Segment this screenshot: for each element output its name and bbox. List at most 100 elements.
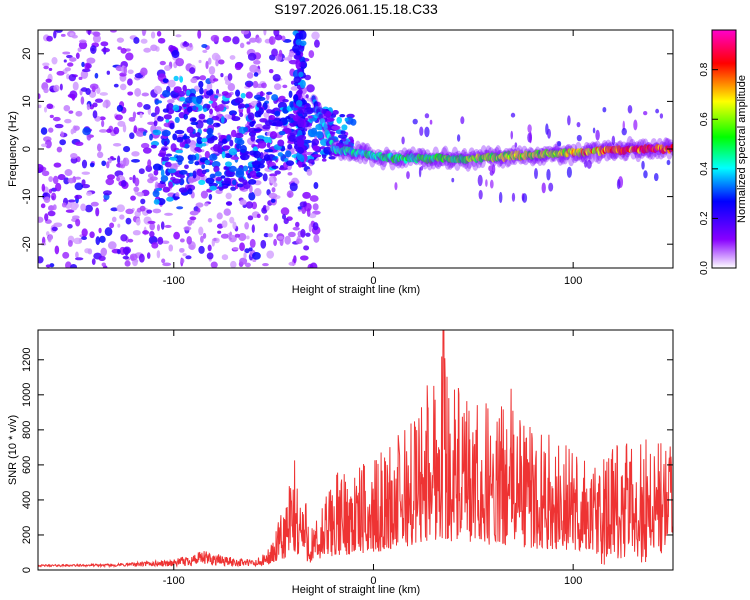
- spectrogram-blob: [295, 221, 300, 228]
- spectrogram-blob: [168, 181, 173, 189]
- spectrogram-blob: [246, 41, 251, 45]
- spectrogram-blob: [98, 129, 108, 133]
- spectrogram-blob: [81, 171, 91, 175]
- spectrogram-blob: [157, 37, 166, 44]
- spectrogram-blob: [332, 109, 339, 115]
- spectrogram-blob: [43, 196, 51, 203]
- spectrogram-blob: [242, 165, 249, 172]
- spectrogram-blob: [59, 139, 66, 146]
- spectrogram-blob: [133, 186, 140, 192]
- spectrogram-blob: [60, 131, 64, 138]
- y-tick-label: 200: [21, 526, 33, 544]
- spectrogram-blob: [266, 109, 273, 114]
- spectrogram-blob: [236, 139, 245, 146]
- spectrogram-blob: [81, 236, 87, 241]
- spectrogram-blob: [139, 205, 146, 212]
- spectrogram-blob: [253, 72, 259, 77]
- spectrogram-blob: [162, 262, 172, 267]
- spectrogram-blob: [224, 161, 232, 167]
- spectrogram-blob: [72, 215, 80, 220]
- spectrogram-blob: [259, 91, 264, 97]
- snr-plot-area: [38, 330, 673, 569]
- y-tick-label: 0: [21, 567, 33, 573]
- spectrogram-blob: [268, 192, 278, 199]
- spectrogram-blob: [510, 130, 514, 140]
- spectrogram-blob: [312, 222, 319, 231]
- spectrogram-blob: [147, 159, 152, 168]
- spectrogram-blob: [67, 223, 73, 229]
- spectrogram-blob: [63, 177, 70, 185]
- spectrogram-blob: [146, 252, 151, 259]
- spectrogram-blob: [201, 142, 207, 147]
- spectrogram-blob: [54, 245, 60, 255]
- x-tick-label: -100: [163, 275, 185, 287]
- spectrogram-blob: [175, 57, 185, 67]
- spectrogram-blob: [150, 31, 156, 39]
- spectrogram-blob: [308, 213, 317, 219]
- spectrogram-blob: [68, 74, 77, 82]
- spectrogram-blob: [271, 187, 276, 193]
- spectrogram-blob: [176, 206, 184, 210]
- spectrogram-blob: [189, 178, 198, 183]
- spectrogram-blob: [176, 136, 184, 143]
- spectrogram-blob: [194, 161, 200, 166]
- spectrogram-blob: [157, 116, 164, 122]
- spectrogram-blob: [239, 257, 248, 265]
- spectrogram-blob: [266, 91, 273, 95]
- spectrogram-blob: [196, 148, 202, 153]
- spectrogram-blob: [244, 221, 250, 230]
- spectrogram-blob: [229, 139, 234, 147]
- spectrogram-blob: [249, 238, 256, 248]
- spectrogram-blob: [270, 198, 276, 203]
- spectrogram-blob: [92, 34, 101, 43]
- spectrogram-blob: [150, 144, 157, 149]
- spectrogram-blob: [253, 187, 262, 197]
- spectrogram-blob: [248, 179, 257, 185]
- spectrogram-blob: [198, 113, 206, 120]
- y-tick-label: 400: [21, 491, 33, 509]
- spectrogram-blob: [253, 81, 258, 87]
- spectrogram-blob: [161, 129, 171, 137]
- spectrogram-blob: [529, 131, 532, 144]
- spectrogram-blob: [40, 203, 46, 209]
- spectrogram-blob: [584, 160, 588, 168]
- spectrogram-blob: [201, 137, 208, 143]
- spectrogram-blob: [164, 161, 172, 168]
- spectrogram-blob: [305, 94, 309, 99]
- spectrogram-blob: [265, 205, 270, 211]
- colorbar-ticks: 0.0 0.2 0.4 0.6 0.8: [699, 62, 718, 275]
- spectrogram-blob: [150, 44, 158, 52]
- y-tick-label: -20: [21, 236, 33, 252]
- spectrogram-blob: [304, 74, 312, 81]
- spectrogram-blob: [282, 57, 292, 61]
- spectrogram-blob: [311, 31, 320, 40]
- spectrogram-blob: [302, 191, 311, 199]
- spectrogram-blob: [170, 143, 177, 152]
- spectrogram-blob: [260, 239, 267, 249]
- spectrogram-blob: [592, 127, 596, 134]
- spectrogram-blob: [272, 73, 281, 82]
- spectrogram-blob: [282, 99, 289, 103]
- spectrogram-blob: [297, 146, 305, 155]
- spectrogram-blob: [187, 219, 193, 226]
- spectrogram-blob: [273, 30, 280, 37]
- spectrogram-blob: [212, 78, 219, 82]
- spectrogram-blob: [262, 262, 269, 267]
- spectrogram-blob: [273, 83, 282, 90]
- spectrogram-blob: [81, 61, 85, 68]
- spectrogram-blob: [125, 208, 134, 215]
- spectrogram-blob: [192, 170, 197, 179]
- spectrogram-blob: [186, 126, 194, 134]
- spectrogram-blob: [256, 102, 262, 108]
- spectrogram-blob: [101, 262, 106, 267]
- spectrogram-blob: [136, 101, 143, 108]
- spectrogram-blob: [80, 70, 89, 79]
- spectrogram-blob: [295, 50, 301, 56]
- spectrogram-blob: [59, 83, 63, 91]
- spectrogram-blob: [74, 203, 79, 209]
- spectrogram-blob: [256, 213, 261, 219]
- spectrogram-blob: [281, 214, 287, 220]
- spectrogram-blob: [419, 126, 424, 136]
- spectrogram-blob: [160, 221, 165, 230]
